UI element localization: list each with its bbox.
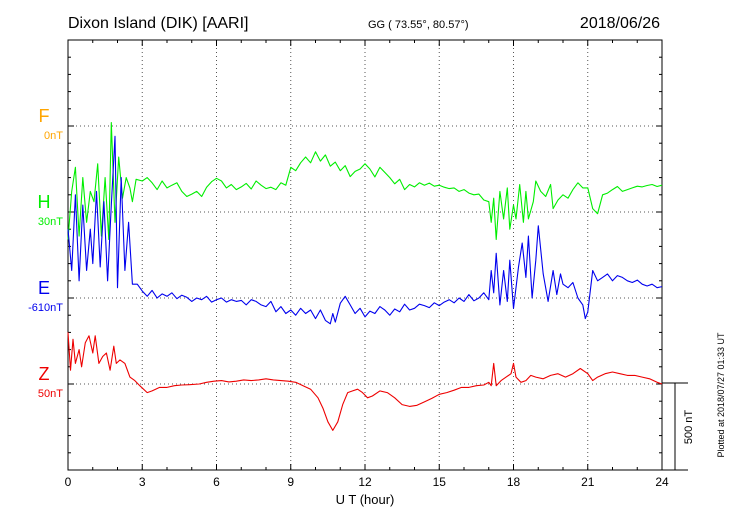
date-label: 2018/06/26 bbox=[580, 15, 660, 32]
x-tick-label: 18 bbox=[507, 475, 521, 489]
plotted-timestamp: Plotted at 2018/07/27 01:33 UT bbox=[716, 332, 726, 458]
component-offset-f: 0nT bbox=[44, 130, 63, 142]
x-tick-label: 21 bbox=[581, 475, 595, 489]
series-line-h bbox=[67, 122, 663, 241]
grid bbox=[68, 40, 662, 470]
axis-ticks bbox=[67, 39, 663, 471]
scale-bar: 500 nT bbox=[662, 382, 695, 471]
series-line-e bbox=[67, 135, 663, 325]
series-line-z bbox=[67, 332, 663, 431]
component-name-f: F bbox=[39, 106, 50, 126]
x-tick-label: 9 bbox=[287, 475, 294, 489]
component-name-z: Z bbox=[39, 364, 50, 384]
x-tick-labels: 0 3 6 9 12 15 18 21 24 bbox=[65, 475, 669, 489]
component-name-h: H bbox=[38, 192, 51, 212]
x-tick-label: 0 bbox=[65, 475, 72, 489]
x-tick-label: 6 bbox=[213, 475, 220, 489]
component-offset-z: 50nT bbox=[38, 388, 63, 400]
component-labels: F 0nT H 30nT E -610nT Z 50nT bbox=[28, 106, 63, 400]
x-axis-label: U T (hour) bbox=[336, 492, 395, 507]
station-title: Dixon Island (DIK) [AARI] bbox=[68, 15, 249, 32]
component-offset-h: 30nT bbox=[38, 216, 63, 228]
x-tick-label: 12 bbox=[358, 475, 372, 489]
component-name-e: E bbox=[38, 278, 50, 298]
x-tick-label: 24 bbox=[655, 475, 669, 489]
series-lines bbox=[67, 122, 663, 431]
component-offset-e: -610nT bbox=[28, 302, 63, 314]
x-tick-label: 3 bbox=[139, 475, 146, 489]
coords-label: GG ( 73.55°, 80.57°) bbox=[368, 19, 469, 31]
scale-bar-label: 500 nT bbox=[683, 410, 695, 445]
x-tick-label: 15 bbox=[433, 475, 447, 489]
